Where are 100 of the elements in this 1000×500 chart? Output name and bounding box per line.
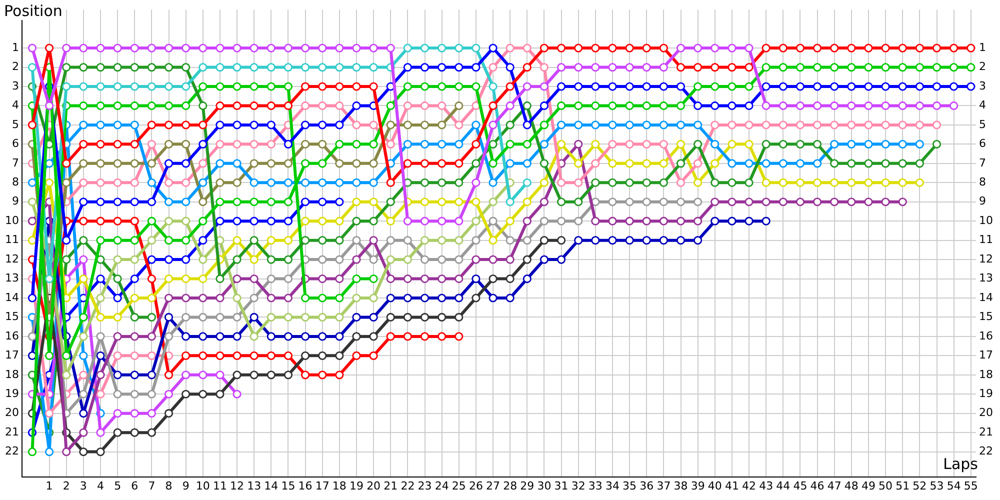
point (898, 62, 907, 72)
x-tick-label: 36 (640, 479, 654, 492)
x-tick-label: 38 (674, 479, 688, 492)
point (182, 236, 190, 245)
x-tick-label: 10 (196, 479, 210, 492)
point (574, 120, 583, 130)
x-tick-label: 31 (554, 479, 568, 492)
point (728, 120, 736, 130)
point (556, 255, 566, 264)
point (556, 62, 566, 72)
point (420, 274, 430, 284)
point (472, 198, 480, 206)
point (438, 44, 446, 52)
point (318, 101, 327, 110)
point (369, 294, 378, 302)
point (352, 216, 361, 226)
point (778, 140, 788, 148)
x-tick-label: 32 (571, 479, 586, 492)
point (710, 178, 720, 187)
point (182, 159, 190, 168)
point (301, 236, 310, 245)
point (915, 178, 924, 187)
point (113, 294, 122, 302)
point (147, 255, 156, 264)
point (96, 178, 105, 187)
x-tick-label: 29 (520, 479, 534, 492)
point (744, 82, 754, 91)
point (182, 198, 190, 206)
point (488, 274, 498, 284)
point (472, 44, 480, 52)
point (454, 120, 464, 130)
point (438, 82, 446, 91)
point (847, 140, 856, 148)
x-tick-label: 23 (418, 479, 432, 492)
point (506, 274, 514, 284)
point (130, 198, 139, 206)
point (591, 178, 600, 187)
point (694, 198, 702, 206)
point (352, 82, 361, 91)
point (284, 294, 293, 302)
point (130, 294, 139, 302)
point (369, 351, 378, 360)
point (522, 236, 532, 245)
point (403, 216, 412, 226)
point (96, 370, 105, 380)
point (472, 82, 480, 91)
point (642, 120, 651, 130)
point (198, 274, 208, 284)
x-tick-label: 44 (776, 479, 790, 492)
point (556, 120, 566, 130)
point (728, 140, 736, 148)
y-tick-label: 8 (12, 175, 19, 188)
point (28, 178, 37, 187)
point (864, 120, 873, 130)
point (556, 178, 566, 187)
x-tick-label: 21 (384, 479, 398, 492)
point (591, 44, 600, 52)
point (182, 312, 190, 322)
point (488, 82, 498, 91)
point (198, 198, 208, 206)
point (728, 82, 736, 91)
point (625, 140, 634, 148)
point (386, 332, 395, 341)
point (369, 312, 378, 322)
point (96, 236, 105, 245)
point (522, 178, 532, 187)
point (778, 62, 788, 72)
point (182, 255, 190, 264)
point (574, 236, 583, 245)
point (284, 178, 293, 187)
point (812, 62, 822, 72)
point (659, 140, 668, 148)
point (438, 274, 446, 284)
point (625, 159, 634, 168)
point (659, 159, 668, 168)
point (335, 178, 344, 187)
point (608, 44, 617, 52)
point (488, 62, 498, 72)
point (932, 62, 942, 72)
point (164, 44, 174, 52)
point (522, 62, 532, 72)
point (113, 120, 122, 130)
point (454, 178, 464, 187)
point (96, 62, 105, 72)
point (898, 82, 907, 91)
x-tick-label: 37 (656, 479, 671, 492)
point (250, 255, 258, 264)
point (506, 82, 514, 91)
point (642, 216, 651, 226)
point (694, 82, 702, 91)
point (438, 236, 446, 245)
point (625, 101, 634, 110)
point (96, 120, 105, 130)
point (386, 294, 395, 302)
point (335, 120, 344, 130)
y-tick-label: 14 (4, 290, 19, 304)
x-tick-label: 13 (247, 479, 262, 492)
y2-tick-label: 1 (979, 40, 986, 54)
point (676, 82, 686, 91)
point (522, 159, 532, 168)
